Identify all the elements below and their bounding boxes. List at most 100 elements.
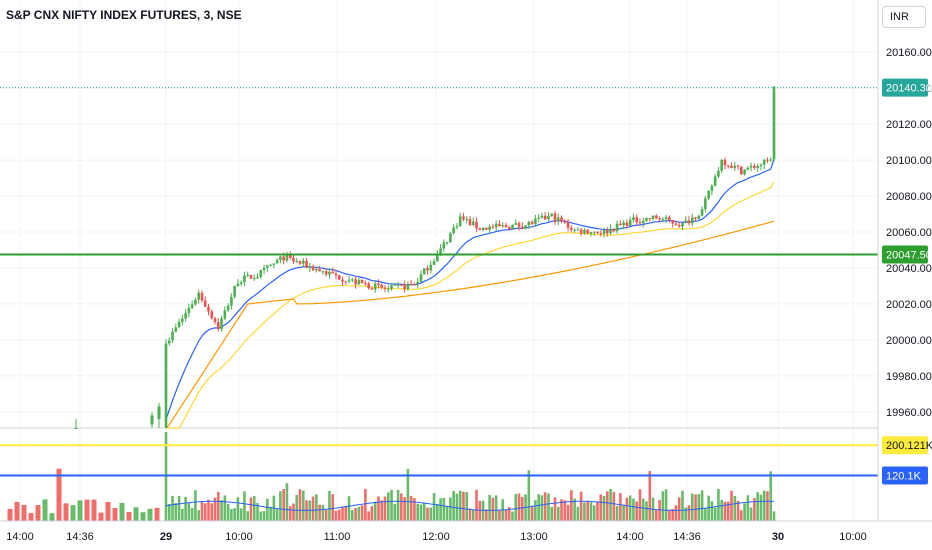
horizontal-lines[interactable] (0, 87, 878, 477)
volume-bar (583, 502, 586, 521)
candle (266, 265, 269, 268)
candle (759, 164, 763, 166)
candle (720, 159, 723, 171)
volume-bar (622, 504, 625, 521)
candle (249, 274, 253, 279)
volume-bar (337, 509, 341, 521)
candle (543, 215, 547, 220)
volume-bar (266, 498, 269, 521)
price-tick-label: 20080.00 (886, 191, 932, 203)
candle (275, 260, 279, 264)
candle (279, 256, 282, 261)
candle (217, 322, 220, 330)
candle (406, 283, 410, 290)
candle (150, 415, 154, 425)
candle (262, 267, 266, 271)
volume-bar (419, 504, 423, 521)
candle (628, 219, 632, 226)
candle (537, 217, 540, 219)
candle (504, 224, 508, 228)
candle (184, 313, 187, 319)
price-tick-label: 20120.00 (886, 119, 932, 131)
volume-bar (661, 491, 665, 521)
volume-bar (70, 505, 76, 521)
volume-bar (514, 494, 518, 521)
volume-bar (759, 494, 763, 521)
candle (452, 227, 455, 234)
volume-bar (605, 491, 609, 521)
candle (213, 318, 217, 323)
candle (341, 279, 344, 282)
candle (236, 283, 240, 287)
volume-bar (252, 495, 256, 521)
volume-bar (563, 500, 567, 521)
candle (370, 288, 374, 290)
volume-bar (641, 498, 645, 521)
candle (383, 287, 387, 289)
candle (605, 229, 609, 234)
candle (635, 217, 639, 223)
candle (707, 190, 710, 199)
candle (400, 284, 403, 286)
currency-button[interactable]: INR (882, 6, 926, 28)
volume-bar (318, 504, 321, 521)
candle (458, 216, 462, 227)
candle (347, 280, 351, 282)
candle (256, 277, 259, 279)
candle (357, 280, 361, 285)
candle (753, 165, 756, 168)
chart-title: S&P CNX NIFTY INDEX FUTURES, 3, NSE (6, 8, 242, 22)
volume-bar (619, 493, 622, 521)
volume-bar (311, 496, 315, 521)
candle (704, 198, 707, 210)
candle (570, 227, 573, 230)
volume-bar (485, 509, 488, 521)
volume-bar (720, 499, 723, 521)
candle (511, 224, 514, 230)
candle (465, 219, 469, 221)
price-tick-label: 19980.00 (886, 371, 932, 383)
support-label: 20047.50 (886, 249, 932, 261)
candle (243, 275, 246, 283)
candle (651, 215, 655, 219)
candles (74, 86, 776, 429)
volume-bar (177, 495, 181, 521)
candle (498, 223, 501, 227)
volume-bar (635, 501, 639, 521)
candle (436, 253, 439, 262)
candle (632, 217, 635, 220)
volume-bar (592, 505, 596, 521)
volume-bar (556, 506, 560, 521)
candle (723, 159, 727, 166)
candle (164, 343, 168, 428)
volume-bar (550, 507, 554, 521)
volume-bar (380, 500, 384, 521)
volume-bar (112, 507, 118, 521)
candle (324, 271, 328, 275)
candle (681, 222, 684, 227)
volume-bar (442, 497, 446, 521)
volume-bar (154, 507, 160, 521)
volume-bar (207, 499, 210, 521)
volume-bar (766, 491, 769, 521)
candle (661, 219, 665, 221)
volume-bar (370, 506, 374, 521)
candle (517, 223, 521, 227)
candle (308, 266, 312, 268)
candle (344, 281, 348, 283)
candle (501, 224, 504, 227)
volume-bar (674, 505, 678, 521)
candle (494, 223, 498, 228)
candle (690, 217, 694, 224)
volume-bar (301, 490, 305, 521)
volume-bar (521, 496, 524, 521)
volume-bar (462, 491, 465, 521)
volume-bar (63, 503, 69, 521)
volume-bar (295, 495, 299, 521)
volume-bar (599, 494, 603, 521)
candle (167, 340, 171, 344)
candle (298, 261, 302, 264)
candle (285, 255, 289, 261)
volume-bar (187, 503, 191, 521)
